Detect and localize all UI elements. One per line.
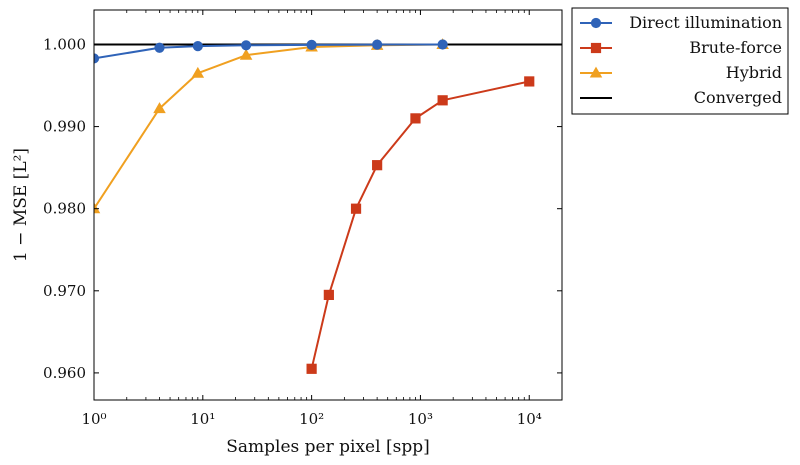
data-point-direct-illumination bbox=[154, 42, 165, 53]
data-point-brute-force bbox=[524, 76, 535, 87]
legend-label-hybrid: Hybrid bbox=[726, 63, 782, 82]
data-point-brute-force bbox=[350, 203, 362, 214]
series-line-brute-force bbox=[310, 80, 530, 370]
data-point-direct-illumination bbox=[241, 40, 252, 51]
legend: Direct illumination Brute-force Hybrid Conv… bbox=[571, 7, 789, 115]
legend-marker-hybrid bbox=[589, 66, 603, 78]
axis-ticks: 10⁰ 10¹ 10² 10³ 10⁴ 0.960 0.970 0.980 0.990 1.000 bbox=[43, 10, 563, 428]
x-tick-label: 10¹ bbox=[190, 410, 215, 428]
y-tick-label: 0.960 bbox=[43, 364, 86, 382]
y-tick-label: 0.990 bbox=[43, 118, 86, 136]
data-point-direct-illumination bbox=[372, 39, 383, 50]
data-point-direct-illumination bbox=[437, 39, 448, 50]
data-point-hybrid bbox=[153, 102, 166, 114]
data-point-hybrid bbox=[94, 202, 101, 214]
x-tick-label: 10⁴ bbox=[517, 410, 542, 428]
data-point-brute-force bbox=[323, 289, 334, 301]
legend-label-converged: Converged bbox=[694, 88, 782, 107]
x-axis-label: Samples per pixel [spp] bbox=[226, 437, 429, 457]
data-point-direct-illumination bbox=[192, 41, 203, 52]
y-axis-label: 1 − MSE [L²] bbox=[11, 148, 31, 262]
series-line-hybrid bbox=[94, 43, 443, 210]
x-tick-label: 10² bbox=[299, 410, 324, 428]
data-point-direct-illumination bbox=[306, 39, 317, 50]
legend-marker-brute-force bbox=[590, 42, 602, 54]
x-tick-label: 10⁰ bbox=[81, 410, 106, 428]
data-point-hybrid bbox=[191, 66, 205, 78]
y-tick-label: 0.970 bbox=[43, 282, 86, 300]
y-tick-label: 0.980 bbox=[43, 200, 86, 218]
legend-box bbox=[571, 7, 789, 115]
data-point-brute-force bbox=[372, 160, 383, 171]
data-point-brute-force bbox=[306, 363, 317, 374]
plot-marks bbox=[94, 38, 562, 374]
data-point-brute-force bbox=[410, 113, 421, 124]
plot-frame bbox=[93, 9, 563, 401]
x-tick-label: 10³ bbox=[408, 410, 433, 428]
data-point-brute-force bbox=[437, 95, 448, 106]
y-tick-label: 1.000 bbox=[43, 35, 86, 53]
legend-marker-direct-illumination bbox=[590, 17, 602, 29]
legend-label-direct-illumination: Direct illumination bbox=[629, 13, 782, 32]
data-point-hybrid bbox=[239, 48, 253, 60]
legend-label-brute-force: Brute-force bbox=[689, 38, 782, 57]
